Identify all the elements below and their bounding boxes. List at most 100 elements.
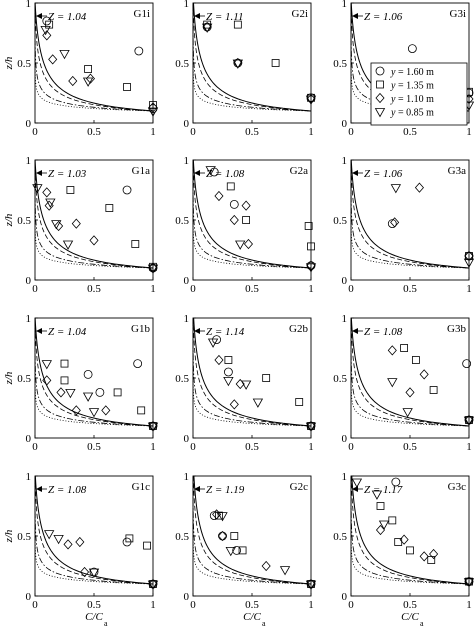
data-point-triangle [41, 360, 52, 370]
data-point-square [271, 59, 280, 67]
data-point-diamond [214, 354, 224, 366]
curve-solid [193, 475, 312, 585]
data-point-triangle [53, 535, 64, 545]
y-tick-label: 1 [184, 0, 190, 10]
panel-g3b: 0 0.5 1 0 0.5 1 Z = 1.08 G3b [333, 313, 474, 453]
x-axis-label-subscript: a [104, 619, 108, 628]
y-tick-label: 1 [342, 155, 348, 167]
data-point-square [143, 541, 152, 550]
y-tick-label: 0 [26, 118, 32, 130]
data-point-triangle [40, 25, 51, 36]
y-tick-label: 1 [26, 0, 32, 10]
legend-box [370, 62, 468, 126]
z-annotation: Z = 1.14 [206, 326, 245, 338]
curve-solid [193, 2, 312, 112]
data-point-diamond [243, 238, 253, 250]
x-tick-label: 0 [32, 441, 38, 453]
y-tick-label: 0.5 [333, 58, 347, 70]
data-point-square [84, 65, 92, 73]
panel-label: G2a [290, 165, 308, 177]
z-arrow-head [36, 170, 42, 176]
data-point-circle [89, 567, 99, 577]
data-point-diamond [42, 375, 52, 386]
data-point-diamond [217, 530, 228, 542]
data-point-diamond [68, 75, 78, 87]
data-point-triangle [240, 380, 252, 390]
data-point-triangle [147, 580, 159, 590]
data-point-diamond [56, 387, 66, 398]
data-point-circle [375, 66, 385, 76]
z-annotation: Z = 1.19 [206, 484, 245, 496]
data-point-square [376, 502, 385, 510]
panel-g2b: 0 0.5 1 0 0.5 1 Z = 1.14 G2b [175, 313, 317, 453]
y-tick-label: 0 [342, 591, 348, 603]
y-tick-label: 0.5 [17, 531, 31, 543]
data-point-circle [134, 46, 144, 56]
y-tick-label: 0 [184, 433, 190, 445]
legend-entry: y = 1.10 m [390, 94, 434, 105]
data-point-square [427, 556, 436, 564]
x-tick-label: 1 [466, 441, 472, 453]
data-point-triangle [232, 59, 244, 69]
data-point-triangle [305, 580, 317, 590]
curve-solid [34, 475, 154, 585]
z-annotation: Z = 1.04 [48, 326, 87, 338]
y-tick-label: 1 [342, 0, 348, 10]
x-tick-label: 0 [348, 441, 354, 453]
curve-solid [34, 159, 154, 269]
panel-g2c: 0 0.5 1 0 0.5 1 Z = 1.19 G2c C/Ca [175, 471, 317, 628]
data-point-triangle [217, 512, 228, 522]
curve-dashed [192, 317, 312, 427]
data-point-triangle [51, 220, 62, 230]
curve-dashed [34, 159, 154, 269]
y-tick-label: 1 [26, 313, 32, 325]
data-point-square [203, 20, 212, 29]
data-point-diamond [42, 187, 52, 198]
legend-entry: y = 1.35 m [390, 81, 434, 92]
legend-entry: y = 0.85 m [390, 108, 434, 119]
curve-dashdot [192, 476, 312, 585]
data-point-triangle [65, 388, 76, 399]
curve-dashdot [350, 318, 470, 427]
data-point-diamond [85, 73, 95, 84]
x-tick-label: 0 [190, 126, 196, 138]
data-point-square [131, 240, 140, 248]
panel-label: G2i [292, 8, 309, 20]
y-tick-label: 1 [342, 471, 348, 483]
data-point-square [226, 182, 235, 191]
data-point-square [60, 359, 69, 368]
data-point-triangle [62, 240, 74, 250]
y-tick-label: 0.5 [333, 373, 347, 385]
x-tick-label: 0.5 [87, 283, 101, 295]
panel-label: G3c [448, 481, 466, 493]
x-tick-label: 0 [348, 599, 354, 611]
y-tick-label: 0 [184, 118, 190, 130]
z-arrow-head [194, 13, 200, 19]
data-point-square [224, 356, 233, 364]
y-axis-label: z/h [3, 529, 15, 543]
x-tick-label: 0.5 [403, 283, 417, 295]
data-point-triangle [32, 184, 43, 194]
data-point-triangle [305, 263, 317, 273]
data-point-diamond [390, 217, 400, 228]
data-point-triangle [305, 95, 317, 105]
data-point-square [376, 80, 384, 89]
data-point-diamond [429, 548, 439, 560]
y-tick-label: 1 [184, 155, 190, 167]
data-point-square [125, 534, 134, 543]
x-tick-label: 1 [150, 441, 156, 453]
data-point-diamond [75, 536, 85, 548]
data-point-square [238, 546, 247, 555]
data-point-triangle [201, 23, 213, 33]
y-tick-label: 1 [342, 313, 348, 325]
x-tick-label: 1 [466, 599, 472, 611]
x-tick-label: 0 [32, 599, 38, 611]
data-point-triangle [82, 77, 94, 87]
z-arrow-head [36, 13, 42, 19]
x-axis-label: C/C [401, 611, 419, 623]
curve-dashdot [192, 3, 312, 112]
data-point-triangle [45, 198, 56, 208]
data-point-circle [232, 546, 242, 555]
panel-label: G1i [134, 8, 151, 20]
